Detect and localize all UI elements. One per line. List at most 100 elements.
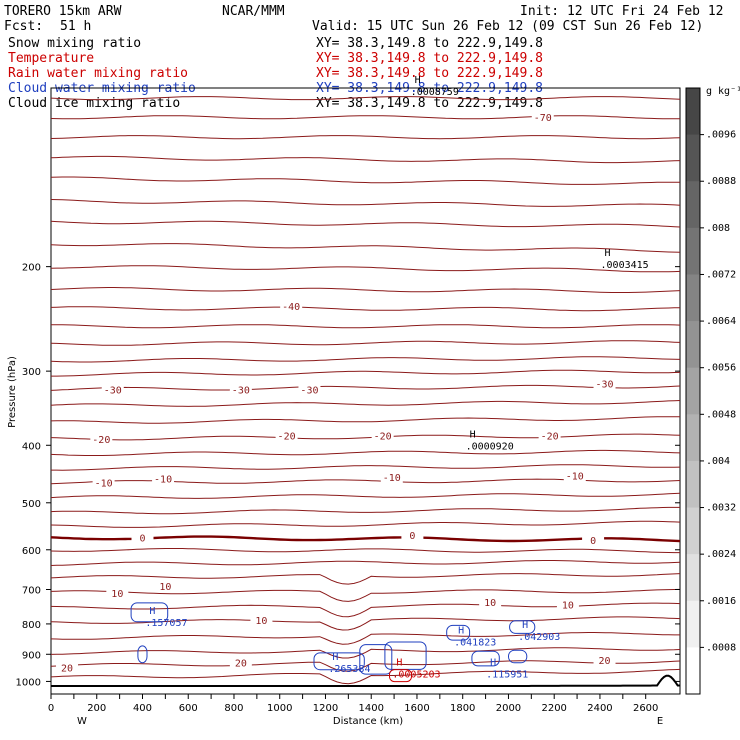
forecast-hour: 51 h (60, 19, 91, 34)
colorbar-label: .0008 (706, 642, 736, 653)
isotherm-label-bg (556, 597, 579, 611)
isotherm-label: -30 (232, 385, 250, 396)
isotherm-label: 0 (590, 536, 596, 547)
maximum-value: .115951 (486, 669, 528, 680)
cloud-water-contour (508, 649, 528, 664)
isotherm-label: -30 (104, 385, 122, 396)
field-name-rain: Rain water mixing ratio (8, 66, 188, 81)
isotherm-line (50, 135, 681, 140)
x-tick-label: 1400 (358, 703, 383, 714)
temperature-contours (50, 96, 681, 685)
isotherm-line (50, 520, 681, 528)
x-tick-label: 1000 (267, 703, 292, 714)
colorbar-frame (685, 87, 701, 695)
x-tick-label: 2000 (496, 703, 521, 714)
center-label: NCAR/MMM (222, 4, 285, 19)
maximum-marker: H (332, 652, 338, 663)
colorbar-swatch (686, 134, 700, 182)
west-end-label: W (77, 716, 87, 727)
isotherm-label: -20 (374, 431, 392, 442)
header: TORERO 15km ARW NCAR/MMM Init: 12 UTC Fr… (4, 4, 724, 34)
isotherm-label: -20 (92, 435, 110, 446)
isotherm-label: 10 (159, 582, 171, 593)
cloud-water-contour (137, 645, 148, 664)
x-tick-label: 200 (87, 703, 106, 714)
isotherm-label-bg (538, 428, 561, 442)
x-tick-label: 800 (224, 703, 243, 714)
colorbar-label: .0088 (706, 176, 736, 187)
maximum-value: .265384 (328, 664, 370, 675)
x-tick-label: 2400 (587, 703, 612, 714)
isotherm-line (50, 647, 681, 659)
isotherm-line (50, 660, 681, 672)
isotherm-line (50, 96, 681, 101)
maximum-marker: H (396, 657, 402, 668)
colorbar-unit: g kg⁻¹ (706, 86, 740, 97)
isotherm-label: -30 (300, 385, 318, 396)
isotherm-label: -10 (566, 472, 584, 483)
isotherm-label-bg (298, 382, 321, 396)
isotherm-line (50, 176, 680, 185)
isotherm-label-bg (229, 382, 252, 396)
maximum-marker: H (415, 75, 421, 86)
colorbar-label: .008 (706, 223, 730, 234)
x-tick-label: 1200 (313, 703, 338, 714)
isotherm-line (50, 492, 681, 499)
y-tick-label: 800 (22, 620, 41, 631)
maximum-value: .041823 (454, 637, 496, 648)
isotherm-line (50, 632, 680, 645)
isotherm-label-bg (531, 110, 554, 124)
maximum-value: .157057 (145, 618, 187, 629)
maximum-value: .0008759 (411, 87, 459, 98)
y-tick-label: 900 (22, 650, 41, 661)
isotherm-label-bg (154, 578, 177, 592)
field-xy-temperature: XY= 38.3,149.8 to 222.9,149.8 (316, 51, 543, 66)
isotherm-line (51, 324, 681, 329)
cloud-water-contour (313, 652, 365, 671)
maximum-value: .042903 (518, 632, 560, 643)
x-tick-label: 1800 (450, 703, 475, 714)
isotherm-label-bg (280, 298, 303, 312)
maximum-marker: H (490, 657, 496, 668)
cloud-water-contour (130, 602, 169, 623)
x-tick-label: 400 (133, 703, 152, 714)
east-end-label: E (657, 716, 663, 727)
model-title: TORERO 15km ARW (4, 4, 122, 19)
y-tick-label: 300 (22, 367, 41, 378)
isotherm-line (50, 220, 681, 228)
x-tick-label: 600 (179, 703, 198, 714)
maximum-marker: H (605, 248, 611, 259)
isotherm-label: 20 (598, 656, 610, 667)
isotherm-label: 10 (255, 616, 267, 627)
isotherm-label: -30 (595, 380, 613, 391)
isotherm-label: -10 (95, 478, 113, 489)
colorbar-swatch (686, 554, 700, 602)
colorbar-swatch (686, 321, 700, 369)
isotherm-line (50, 306, 680, 312)
isotherm-line (50, 340, 681, 346)
cloud-water-contours (130, 602, 536, 683)
init-time: Init: 12 UTC Fri 24 Feb 12 (520, 4, 724, 19)
isotherm-line (51, 369, 681, 377)
rain-water-contour (389, 669, 412, 683)
field-xy-rain: XY= 38.3,149.8 to 222.9,149.8 (316, 66, 543, 81)
plot-frame (50, 87, 681, 695)
isotherm-label-bg (90, 431, 113, 445)
colorbar-label: .004 (706, 456, 730, 467)
isotherm-label-bg (380, 469, 403, 483)
y-tick-label: 1000 (16, 677, 41, 688)
colorbar-swatch (686, 507, 700, 555)
x-tick-label: 1600 (404, 703, 429, 714)
isotherm-line (50, 560, 681, 566)
isotherm-label-bg (152, 471, 175, 485)
colorbar-swatch (686, 274, 700, 322)
field-name-temperature: Temperature (8, 51, 94, 66)
isotherm-line (50, 668, 681, 685)
colorbar-label: .0096 (706, 130, 736, 141)
valid-time: Valid: 15 UTC Sun 26 Feb 12 (09 CST Sun … (312, 19, 703, 34)
isotherm-label-bg (101, 382, 124, 396)
isotherm-line (50, 400, 681, 407)
cloud-water-contour (384, 641, 427, 670)
isotherm-line (51, 464, 681, 471)
